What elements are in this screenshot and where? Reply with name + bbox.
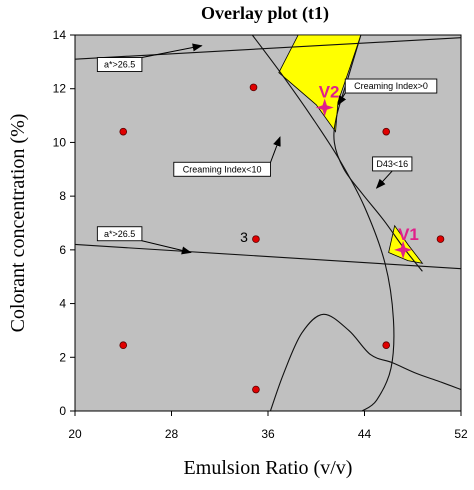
annotation-5: a*>26.5	[96, 226, 192, 255]
annotation-arrow	[141, 240, 192, 255]
vertex-label-v2: V2	[319, 83, 340, 102]
constraint-curve-creaming-index-0	[269, 313, 461, 411]
vertex-marker-v2	[315, 98, 334, 117]
y-tick-label: 10	[53, 135, 67, 149]
y-tick-label: 8	[59, 189, 66, 203]
annotation-4: D43<16	[372, 156, 413, 189]
y-tick-label: 0	[59, 404, 66, 418]
constraint-line-a-star-2	[75, 243, 461, 270]
design-point-3	[382, 127, 391, 136]
design-point-4	[252, 235, 260, 243]
constraint-curve-creaming-index-10	[251, 35, 395, 411]
y-tick-label: 12	[53, 82, 67, 96]
annotation-label: a*>26.5	[104, 229, 135, 239]
vertex-markers: V2 V1	[315, 83, 419, 259]
chart-title: Overlay plot (t1)	[201, 3, 329, 24]
feasible-regions	[278, 35, 424, 264]
annotations: a*>26.5 Creaming Index>0 Creaming Index<10…	[96, 43, 438, 255]
annotation-label: a*>26.5	[104, 60, 135, 70]
annotation-arrow	[141, 43, 203, 59]
feasible-region-v2	[278, 35, 362, 133]
x-tick-label: 28	[165, 427, 179, 441]
constraint-line-a-star-1	[75, 37, 461, 60]
annotation-box	[173, 161, 271, 177]
design-point-6	[119, 341, 128, 350]
x-tick-label: 44	[358, 427, 372, 441]
annotation-box	[96, 57, 143, 72]
design-point-1	[119, 127, 128, 136]
annotation-box	[372, 156, 413, 172]
design-points: 3	[119, 83, 445, 394]
plot-background	[74, 34, 462, 412]
annotation-2: Creaming Index>0	[337, 78, 438, 106]
y-tick-label: 4	[59, 297, 66, 311]
annotation-box	[96, 226, 143, 242]
plot-area: 3 a*>26.5 Creaming Index>0 Creaming Index<…	[74, 34, 462, 412]
annotation-arrow	[375, 170, 393, 189]
y-axis-label: Colorant concentration (%)	[7, 114, 29, 333]
y-tick-label: 6	[59, 243, 66, 257]
x-axis: 20 28 36 44 52	[68, 411, 468, 441]
x-tick-label: 36	[261, 427, 275, 441]
annotation-label: D43<16	[376, 159, 408, 169]
y-tick-label: 2	[59, 350, 66, 364]
annotation-label: Creaming Index<10	[183, 164, 262, 174]
annotation-box	[344, 78, 438, 94]
annotation-arrow	[337, 92, 347, 106]
design-point-8	[252, 385, 260, 394]
vertex-marker-v1	[394, 240, 413, 259]
vertex-label-v1: V1	[398, 225, 419, 244]
design-point-label: 3	[240, 229, 248, 245]
x-axis-label: Emulsion Ratio (v/v)	[184, 457, 353, 479]
design-point-2	[249, 83, 258, 92]
annotation-label: Creaming Index>0	[354, 81, 428, 91]
y-tick-label: 14	[53, 28, 67, 42]
design-point-5	[436, 235, 445, 243]
design-point-7	[382, 341, 391, 350]
annotation-1: a*>26.5	[96, 43, 203, 72]
annotation-3: Creaming Index<10	[173, 136, 281, 177]
x-tick-label: 20	[68, 427, 82, 441]
x-tick-label: 52	[454, 427, 468, 441]
y-axis: 0 2 4 6 8 10 12 14	[53, 28, 75, 418]
annotation-arrow	[270, 136, 281, 163]
